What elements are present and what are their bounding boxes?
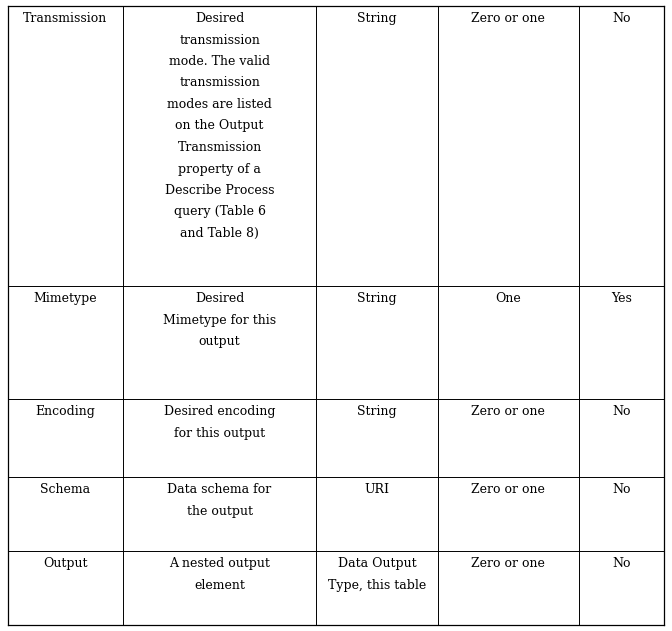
Text: Desired
Mimetype for this
output: Desired Mimetype for this output	[163, 292, 276, 348]
Text: Data Output
Type, this table: Data Output Type, this table	[328, 557, 426, 591]
Text: No: No	[612, 483, 630, 496]
Text: No: No	[612, 12, 630, 25]
Text: Desired encoding
for this output: Desired encoding for this output	[164, 405, 276, 440]
Text: Zero or one: Zero or one	[471, 483, 545, 496]
Text: Transmission: Transmission	[24, 12, 108, 25]
Text: No: No	[612, 557, 630, 570]
Text: A nested output
element: A nested output element	[169, 557, 270, 591]
Text: Desired
transmission
mode. The valid
transmission
modes are listed
on the Output: Desired transmission mode. The valid tra…	[165, 12, 274, 240]
Text: String: String	[358, 12, 396, 25]
Text: No: No	[612, 405, 630, 418]
Text: One: One	[495, 292, 521, 305]
Text: String: String	[358, 405, 396, 418]
Text: Mimetype: Mimetype	[34, 292, 97, 305]
Text: Yes: Yes	[611, 292, 632, 305]
Text: String: String	[358, 292, 396, 305]
Text: URI: URI	[364, 483, 390, 496]
Text: Zero or one: Zero or one	[471, 405, 545, 418]
Text: Output: Output	[43, 557, 87, 570]
Text: Encoding: Encoding	[36, 405, 95, 418]
Text: Zero or one: Zero or one	[471, 12, 545, 25]
Text: Data schema for
the output: Data schema for the output	[167, 483, 271, 517]
Text: Schema: Schema	[40, 483, 91, 496]
Text: Zero or one: Zero or one	[471, 557, 545, 570]
